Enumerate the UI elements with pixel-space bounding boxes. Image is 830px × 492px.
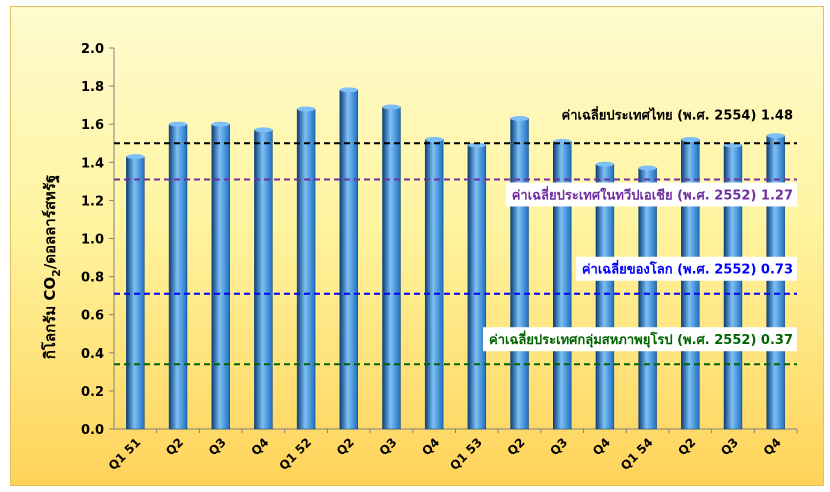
y-tick-label: 1.2 <box>81 194 104 209</box>
chart-frame: ค่าเฉลี่ยประเทศไทย (พ.ศ. 2554) 1.48 ค่าเฉ… <box>10 6 824 486</box>
bar-cap <box>681 136 700 142</box>
y-axis-label-main: กิโลกรัม CO <box>40 277 59 359</box>
bar <box>467 144 487 430</box>
bar <box>211 123 230 430</box>
svg-text:กิโลกรัม CO2/ดอลลาร์สหรัฐ: กิโลกรัม CO2/ดอลลาร์สหรัฐ <box>40 175 63 359</box>
x-tick-label: Q3 <box>377 435 400 458</box>
bar <box>296 108 316 430</box>
bar <box>424 139 444 430</box>
y-tick-label: 0.8 <box>81 271 104 286</box>
x-tick-label: Q4 <box>249 435 272 458</box>
bar-cap <box>126 154 145 160</box>
bar <box>638 167 657 430</box>
x-tick-label: Q1 52 <box>276 435 314 473</box>
bar-cap <box>382 104 401 110</box>
reference-line-label: ค่าเฉลี่ยประเทศกลุ่มสหภาพยุโรป (พ.ศ. 255… <box>489 330 793 348</box>
y-tick-label: 0.0 <box>81 423 104 438</box>
reference-line-label: ค่าเฉลี่ยประเทศในทวีปเอเชีย (พ.ศ. 2552) … <box>512 185 793 203</box>
reference-line-label: ค่าเฉลี่ยของโลก (พ.ศ. 2552) 0.73 <box>582 260 793 278</box>
y-tick-label: 1.6 <box>81 118 104 133</box>
bar-cap <box>339 87 358 93</box>
x-tick-label: Q4 <box>590 435 613 458</box>
y-axis-label: กิโลกรัม CO2/ดอลลาร์สหรัฐ <box>27 137 67 397</box>
bar-cap <box>595 161 614 167</box>
bar <box>168 123 188 430</box>
x-tick-label: Q1 51 <box>106 435 144 473</box>
x-tick-label: Q3 <box>547 435 570 458</box>
x-tick-label: Q2 <box>163 435 186 458</box>
bar-cap <box>510 115 529 121</box>
x-tick-label: Q3 <box>206 435 229 458</box>
reference-label-background <box>483 327 797 352</box>
y-axis-label-subscript: 2 <box>50 269 63 277</box>
y-tick-label: 2.0 <box>81 42 104 57</box>
x-tick-label: Q1 54 <box>618 435 656 473</box>
bar-cap <box>638 165 657 171</box>
reference-lines: ค่าเฉลี่ยประเทศไทย (พ.ศ. 2554) 1.48 ค่าเฉ… <box>114 105 797 366</box>
y-tick-label: 1.0 <box>81 233 104 248</box>
x-tick-label: Q2 <box>675 435 698 458</box>
bar-chart: ค่าเฉลี่ยประเทศไทย (พ.ศ. 2554) 1.48 ค่าเฉ… <box>81 42 798 473</box>
x-tick-label: Q2 <box>505 435 528 458</box>
bar-cap <box>766 133 785 139</box>
bar-cap <box>297 106 316 112</box>
bar <box>510 118 529 430</box>
y-tick-label: 0.4 <box>81 347 104 362</box>
bar <box>339 89 358 430</box>
x-tick-label: Q4 <box>419 435 442 458</box>
y-axis-label-tail: /ดอลลาร์สหรัฐ <box>41 175 60 269</box>
bar <box>382 106 401 430</box>
x-tick-label: Q4 <box>761 435 784 458</box>
reference-label-background <box>575 256 797 281</box>
bar-cap <box>169 121 187 127</box>
bar-cap <box>211 121 230 127</box>
y-tick-label: 0.2 <box>81 385 104 400</box>
reference-label-background <box>505 182 797 207</box>
bar-cap <box>467 142 486 148</box>
y-tick-label: 1.4 <box>81 156 104 171</box>
bar-cap <box>425 136 444 142</box>
bar <box>254 129 273 430</box>
reference-line-label: ค่าเฉลี่ยประเทศไทย (พ.ศ. 2554) 1.48 <box>562 105 794 123</box>
bar-cap <box>254 127 273 133</box>
x-tick-label: Q3 <box>718 435 741 458</box>
bars-group <box>126 87 785 430</box>
y-tick-label: 1.8 <box>81 80 104 95</box>
x-tick-label: Q2 <box>334 435 357 458</box>
x-tick-label: Q1 53 <box>447 435 485 473</box>
y-tick-label: 0.6 <box>81 309 104 324</box>
